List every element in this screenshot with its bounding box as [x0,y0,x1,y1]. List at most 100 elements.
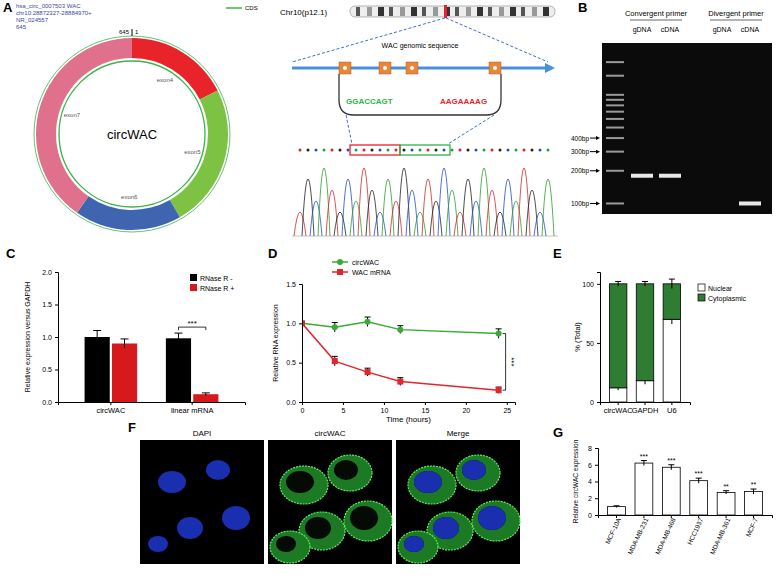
exon-dot [493,66,497,70]
base-dot [379,149,382,152]
base-dot [539,149,542,152]
ladder-band [606,118,624,120]
ladder-band [606,170,624,172]
base-dot [331,149,334,152]
base-dot [491,149,494,152]
error-bar [496,387,502,393]
axis: circWACGAPDHU6 [601,402,691,415]
group-underline [710,20,762,21]
bands [606,61,761,205]
nucleus [148,536,168,552]
nucleus [414,471,442,493]
tick-label: 6 [588,461,592,468]
tick-mark [299,363,302,364]
ideogram-band [455,7,459,16]
tick: 15 [421,402,429,414]
error-bar [723,491,729,494]
error-line [671,279,672,288]
tick: linear mRNA [171,402,214,415]
lane-label: gDNA [713,26,732,34]
error-bar [642,281,648,286]
tick-mark [618,402,619,405]
base-dot [403,149,406,152]
tick: MCF-10A [604,515,622,545]
base-dot [507,149,510,152]
tick: HCC1937 [686,515,705,546]
tick-label: 50 [586,340,594,347]
y-axis-title: Relative RNA expression [272,304,280,382]
trace-peak [526,190,538,236]
figure: Ahsa_circ_0007503 WACchr10:28872327-2888… [0,0,778,579]
error-cap [397,325,403,326]
axis: 0510152025 [301,402,516,414]
marker [397,379,403,385]
circ-diagram: hsa_circ_0007503 WACchr10:28872327-28884… [16,3,558,236]
tick-label: 10 [381,407,389,414]
tick: MDA-MB-231 [626,515,649,555]
bar-segment [636,284,653,381]
error-line [645,281,646,286]
ladder-band [606,137,624,139]
tick: 100 [582,281,600,288]
base-dot [395,149,398,152]
tick-label: linear mRNA [171,406,214,415]
tick: 0 [590,399,600,406]
micrograph [140,440,264,564]
nucleus-hole [334,460,358,480]
ladder-band [606,202,624,204]
tick: 0 [301,402,305,414]
significance-label: *** [667,457,675,464]
trace-peak [438,168,450,236]
marks [302,317,502,393]
base-dot [531,149,534,152]
nucleus-hole [305,517,331,539]
trace-peak [406,190,418,236]
axis: MCF-10AMDA-MB-231MDA-MB-468HCC1937MDA-MB… [599,515,773,555]
base-dot [443,149,446,152]
tick-mark [192,402,193,405]
tick: 1.5 [42,301,58,308]
trace-peak [294,212,306,236]
error-bar [397,378,403,386]
tick-label: MDA-MB-231 [626,516,649,555]
error-bar [202,393,210,396]
axis: circWAC linear mRNA [59,402,246,415]
header-line: NR_024557 [16,17,49,23]
base-dot [427,149,430,152]
legend-marker [337,259,343,265]
panel-letter: E [553,246,562,261]
tick-label: MCF-10A [604,516,622,545]
tick-mark [55,305,58,306]
ladder-band [606,104,624,106]
band [659,174,681,178]
legend-line [226,7,242,9]
trace-peak [454,212,466,236]
base-dot [323,149,326,152]
base-dot [339,149,342,152]
legend-marker [337,269,343,275]
tick-mark [299,402,302,403]
ideogram-band [466,7,471,16]
nucleus-hole [433,517,459,539]
tick-mark [507,402,508,405]
tick-label: circWAC [96,406,125,415]
tick: 2 [588,495,598,502]
cytoplasm [398,531,438,563]
error-line [124,339,125,348]
bar-chart: *************02468MCF-10AMDA-MB-231MDA-M… [572,439,773,555]
axis-line [55,273,59,403]
trace-peak [342,179,354,236]
error-bar [174,333,182,343]
trace-peak [374,212,386,236]
tick: 4 [588,478,598,485]
tick: 0.0 [286,399,302,406]
significance-label: ** [723,483,729,490]
trace-peak [478,168,490,236]
tick-label: 0.0 [42,399,52,406]
size-arrowhead [596,150,600,154]
trace-peak [542,179,554,236]
tick: 1.5 [286,281,302,288]
trace-peak [366,190,378,236]
group-underline [630,20,682,21]
junction-box-right [400,145,450,155]
